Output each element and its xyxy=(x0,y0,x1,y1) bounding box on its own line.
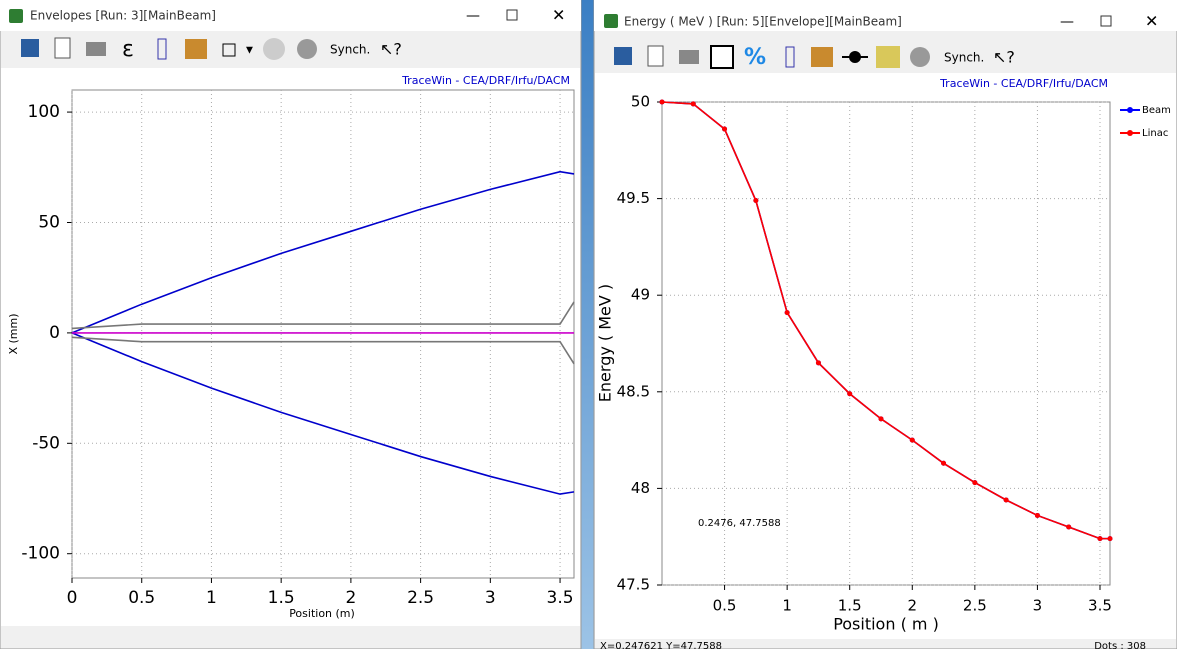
y-tick-label: 48.5 xyxy=(617,382,650,400)
data-point xyxy=(753,198,759,204)
list-icon[interactable] xyxy=(710,45,734,69)
app-icon xyxy=(604,14,618,28)
dropdown-icon[interactable]: ▼ xyxy=(246,46,253,56)
emittance-icon[interactable]: ε xyxy=(122,37,134,62)
x-tick-label: 2.5 xyxy=(407,588,434,608)
legend-label: Beam xyxy=(1142,105,1171,116)
maximize-button[interactable] xyxy=(1100,15,1112,27)
percent-icon[interactable]: % xyxy=(744,45,766,70)
close-button[interactable]: ✕ xyxy=(552,6,565,25)
minimize-button[interactable]: — xyxy=(1060,14,1074,30)
data-point xyxy=(690,101,696,107)
legend-marker xyxy=(1127,107,1133,113)
synch-button[interactable]: Synch. xyxy=(330,43,370,57)
help-icon[interactable]: ↖? xyxy=(380,40,402,59)
x-tick-label: 3 xyxy=(1033,597,1043,615)
x-tick-label: 1 xyxy=(782,597,792,615)
y-tick-label: 100 xyxy=(28,102,60,122)
series-line xyxy=(71,336,575,365)
annotation: 0.2476, 47.7588 xyxy=(698,518,781,529)
series-line xyxy=(661,101,1110,540)
y-tick-label: 49.5 xyxy=(617,189,650,207)
data-point xyxy=(1003,497,1009,503)
x-tick-label: 1.5 xyxy=(838,597,862,615)
data-point xyxy=(941,460,947,466)
data-point xyxy=(909,437,915,443)
data-point xyxy=(1066,524,1072,530)
y-tick-label: 49 xyxy=(631,286,650,304)
save-icon[interactable] xyxy=(21,39,39,57)
ruler-icon[interactable] xyxy=(785,46,795,68)
x-tick-label: 1 xyxy=(206,588,217,608)
help-icon[interactable]: ↖? xyxy=(993,48,1015,67)
y-tick-label: -100 xyxy=(21,544,60,564)
legend-marker xyxy=(1127,130,1133,136)
y-tick-label: 0 xyxy=(49,323,60,343)
settings-icon[interactable] xyxy=(185,39,207,59)
x-tick-label: 0 xyxy=(67,588,78,608)
plot-area xyxy=(71,89,575,579)
close-button[interactable]: ✕ xyxy=(1145,12,1158,31)
x-axis-label: Position (m) xyxy=(289,607,355,620)
y-axis-label: Energy ( MeV ) xyxy=(596,284,615,402)
window-title: Envelopes [Run: 3][MainBeam] xyxy=(30,9,216,23)
data-point xyxy=(784,310,790,316)
save-icon[interactable] xyxy=(614,47,632,65)
y-tick-label: 48 xyxy=(631,479,650,497)
x-tick-label: 3.5 xyxy=(1088,597,1112,615)
y-tick-label: -50 xyxy=(32,433,60,453)
credit: TraceWin - CEA/DRF/Irfu/DACM xyxy=(401,74,570,87)
x-axis-label: Position ( m ) xyxy=(833,615,939,634)
settings-icon[interactable] xyxy=(811,47,833,67)
synch-button[interactable]: Synch. xyxy=(944,51,984,65)
data-point xyxy=(1107,536,1113,542)
status-dots: Dots : 308 xyxy=(1094,641,1146,649)
circle-icon[interactable] xyxy=(910,47,930,67)
circle-icon[interactable] xyxy=(297,39,317,59)
status-coords: X=0.247621 Y=47.7588 xyxy=(600,641,722,649)
copy-icon[interactable] xyxy=(647,45,664,67)
ruler-icon[interactable] xyxy=(157,38,167,60)
maximize-button[interactable] xyxy=(506,9,518,21)
data-point xyxy=(1034,512,1040,518)
series-line xyxy=(71,332,575,495)
minimize-button[interactable]: — xyxy=(466,8,480,24)
series-line xyxy=(71,170,575,334)
x-tick-label: 3 xyxy=(485,588,496,608)
legend-label: Linac xyxy=(1142,128,1168,139)
x-tick-label: 1.5 xyxy=(268,588,295,608)
window-title: Energy ( MeV ) [Run: 5][Envelope][MainBe… xyxy=(624,15,902,29)
square-icon[interactable] xyxy=(222,43,236,57)
credit: TraceWin - CEA/DRF/Irfu/DACM xyxy=(939,77,1108,90)
y-tick-label: 50 xyxy=(631,93,650,111)
x-tick-label: 2 xyxy=(345,588,356,608)
app-icon xyxy=(9,9,23,23)
y-tick-label: 50 xyxy=(38,212,60,232)
plot-area xyxy=(661,101,1111,586)
data-point xyxy=(815,360,821,366)
data-point xyxy=(878,416,884,422)
x-tick-label: 0.5 xyxy=(128,588,155,608)
x-tick-label: 2.5 xyxy=(963,597,987,615)
copy-icon[interactable] xyxy=(54,37,71,59)
print-icon[interactable] xyxy=(679,50,699,64)
data-point xyxy=(847,391,853,397)
data-point xyxy=(1097,536,1103,542)
y-axis-label: X (mm) xyxy=(7,313,20,354)
filter-icon[interactable] xyxy=(263,38,285,60)
x-tick-label: 2 xyxy=(908,597,918,615)
series-line xyxy=(71,301,575,330)
print-icon[interactable] xyxy=(86,42,106,56)
density-icon[interactable] xyxy=(876,46,900,68)
data-point xyxy=(722,126,728,132)
y-tick-label: 47.5 xyxy=(617,576,650,594)
x-tick-label: 3.5 xyxy=(547,588,574,608)
x-tick-label: 0.5 xyxy=(713,597,737,615)
data-point xyxy=(972,480,978,486)
data-point xyxy=(659,99,665,105)
